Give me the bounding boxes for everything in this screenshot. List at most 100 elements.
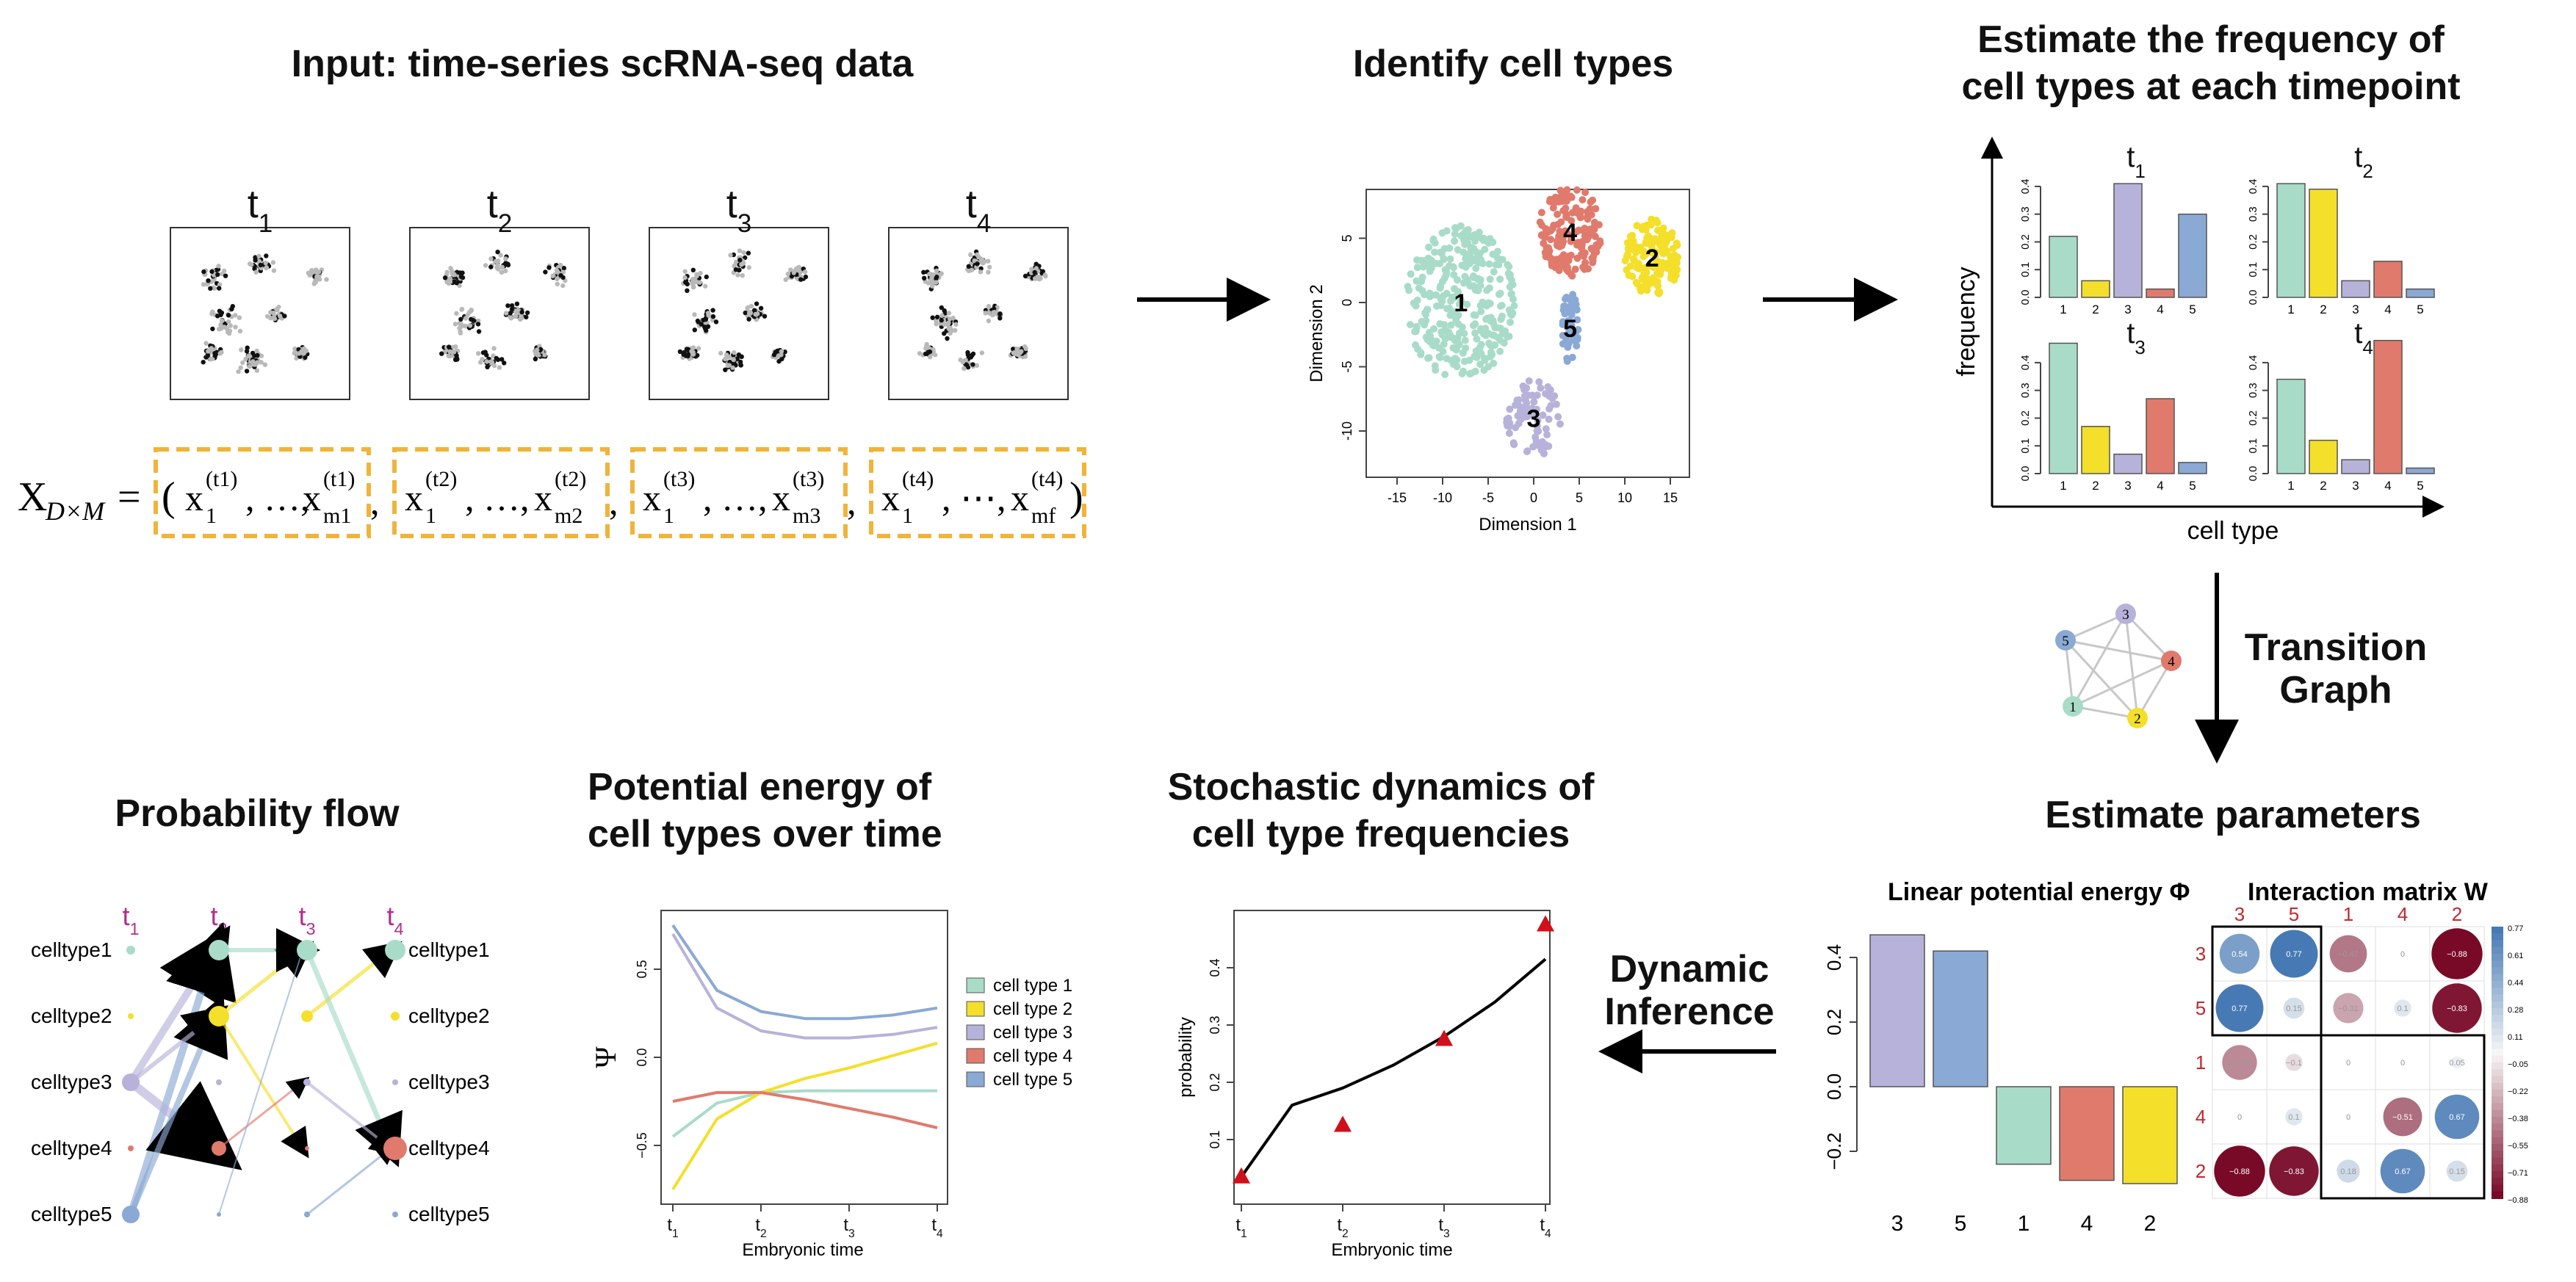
cell-dot	[246, 353, 251, 358]
cell-dot	[685, 281, 690, 287]
cell-dot	[728, 253, 733, 258]
stochastic-heading-line1: Stochastic dynamics of	[1167, 766, 1595, 808]
interaction-circle	[2346, 1060, 2350, 1065]
tsne-point	[1431, 248, 1438, 256]
potential-legend-swatch	[966, 977, 985, 993]
cell-dot	[752, 308, 757, 314]
cell-dot	[255, 352, 260, 358]
tsne-point	[1498, 330, 1507, 338]
graph-node-label: 5	[2062, 634, 2069, 649]
cell-dot	[921, 269, 926, 275]
flow-edge	[127, 925, 231, 1084]
frequency-bar	[2081, 426, 2110, 474]
interaction-circle	[2285, 1108, 2303, 1126]
cell-dot	[1022, 273, 1028, 279]
interaction-legend-swatch	[2492, 1151, 2503, 1159]
cell-dot	[802, 269, 808, 275]
potential-bar-ytick-label: 0.2	[1823, 1009, 1845, 1035]
cell-dot	[696, 346, 701, 351]
potential-curve	[671, 1041, 938, 1191]
interaction-legend-swatch	[2492, 1157, 2503, 1165]
interaction-legend-swatch	[2492, 1049, 2503, 1057]
cell-dot	[966, 264, 972, 269]
tsne-point	[1471, 329, 1479, 337]
cell-dot	[272, 316, 278, 322]
frequency-panel-title: t4	[2354, 317, 2373, 358]
cell-dot	[447, 349, 452, 355]
cell-dot	[958, 357, 963, 363]
tsne-cluster-label: 4	[1563, 219, 1577, 247]
cell-dot	[483, 263, 488, 268]
stochastic-ylabel: probability	[1176, 1017, 1196, 1097]
tsne-point	[1454, 311, 1462, 319]
cell-dot	[942, 322, 947, 327]
potential-curve	[672, 1091, 938, 1129]
tsne-point	[1659, 244, 1667, 252]
frequency-bar	[2406, 467, 2435, 474]
cell-dot	[724, 352, 729, 358]
interaction-circle	[2215, 984, 2264, 1032]
tsne-point	[1424, 305, 1431, 314]
cell-dot	[488, 264, 494, 269]
tsne-point	[1573, 228, 1581, 236]
tsne-point	[1418, 273, 1426, 281]
cell-dot	[502, 361, 507, 366]
cell-dot	[218, 322, 223, 327]
cell-dot	[758, 305, 764, 311]
frequency-bar	[2309, 188, 2338, 298]
scrna-panel-title: t3	[726, 182, 752, 238]
tsne-point	[1507, 319, 1514, 326]
transition-graph-label-line2: Graph	[2279, 669, 2392, 711]
formula-x-sub: 1	[902, 504, 913, 528]
cell-dot	[939, 305, 945, 311]
tsne-xlabel: Dimension 1	[1479, 515, 1576, 535]
cell-dot	[244, 349, 250, 354]
tsne-point	[1490, 332, 1498, 339]
cell-dot	[206, 278, 211, 283]
cell-dot	[276, 304, 281, 310]
cell-dot	[508, 311, 513, 316]
cell-dot	[970, 352, 975, 358]
tsne-point	[1493, 324, 1501, 332]
linear-potential-bar-chart: Linear potential energy Φ 0.4 0.2 0.0 −0.2 3…	[1823, 878, 2190, 1236]
frequency-ytick-label: 0.2	[2019, 410, 2032, 426]
tsne-point	[1439, 347, 1447, 355]
graph-edge	[2136, 660, 2173, 719]
cell-dot	[206, 349, 211, 354]
interaction-circle	[2394, 999, 2411, 1017]
interaction-legend-swatch	[2492, 1090, 2503, 1098]
cell-dot	[215, 314, 220, 319]
flow-celltype-left: celltype3	[31, 1071, 112, 1093]
potential-bar-category: 1	[2018, 1212, 2030, 1236]
tsne-point	[1441, 371, 1449, 378]
identify-heading: Identify cell types	[1352, 43, 1674, 85]
cell-dot	[979, 350, 985, 355]
cell-dot	[796, 264, 802, 270]
cell-dot	[753, 311, 758, 317]
tsne-point	[1551, 392, 1559, 400]
cell-dot	[271, 311, 276, 316]
interaction-row-label: 3	[2196, 943, 2206, 965]
tsne-point	[1543, 431, 1551, 439]
potential-legend-swatch	[966, 1024, 985, 1040]
tsne-point	[1454, 276, 1461, 284]
cell-dot	[503, 256, 508, 261]
tsne-point	[1559, 321, 1567, 328]
cell-dot	[484, 359, 489, 364]
cell-dot	[237, 328, 243, 334]
cell-dot	[254, 368, 259, 373]
frequency-bar	[2049, 342, 2078, 474]
transition-graph-label-line1: Transition	[2244, 626, 2428, 669]
potential-bar-ytick-label: 0.0	[1823, 1073, 1845, 1100]
flow-celltype-right: celltype1	[408, 938, 490, 961]
potential-xtick-label: t2	[755, 1215, 766, 1240]
cell-dot	[964, 363, 970, 368]
cell-dot	[741, 250, 746, 256]
interaction-legend-swatch	[2492, 974, 2503, 982]
formula-x-last-sub: m2	[555, 504, 582, 528]
interaction-value: −0.31	[2338, 1004, 2359, 1013]
potential-legend-label: cell type 2	[993, 999, 1072, 1019]
tsne-xtick-label: 15	[1663, 490, 1678, 505]
tsne-point	[1466, 370, 1473, 378]
cell-dot	[212, 272, 217, 278]
